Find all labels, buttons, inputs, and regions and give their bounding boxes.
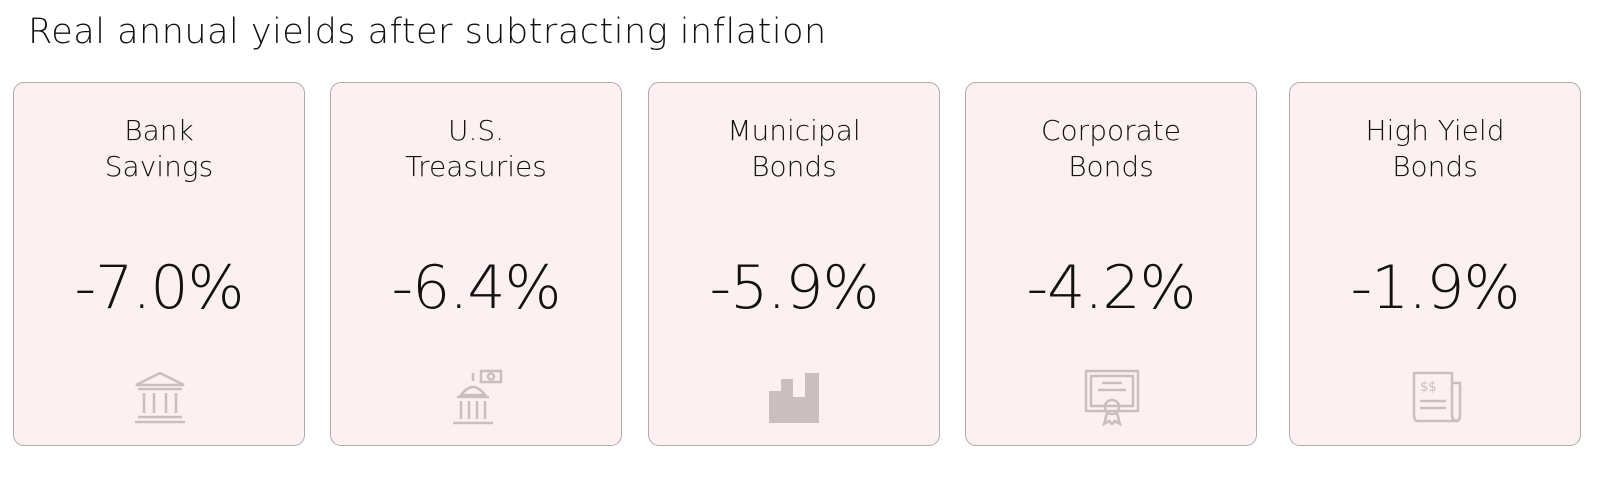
card-value: -1.9% bbox=[1350, 253, 1520, 323]
yield-card: U.S. Treasuries -6.4% bbox=[330, 82, 622, 446]
yield-card: High Yield Bonds -1.9% $$ bbox=[1289, 82, 1581, 446]
card-value: -7.0% bbox=[74, 253, 244, 323]
label-line: Municipal bbox=[727, 114, 861, 147]
label-line: Bonds bbox=[1068, 150, 1154, 183]
label-line: Bonds bbox=[1392, 150, 1478, 183]
card-label: Corporate Bonds bbox=[966, 113, 1256, 185]
label-line: Corporate bbox=[1041, 114, 1181, 147]
label-line: Bonds bbox=[751, 150, 837, 183]
capitol-icon bbox=[453, 369, 503, 425]
label-line: Treasuries bbox=[405, 150, 547, 183]
card-label: High Yield Bonds bbox=[1290, 113, 1580, 185]
card-value: -4.2% bbox=[1026, 253, 1196, 323]
yield-card: Bank Savings -7.0% bbox=[13, 82, 305, 446]
card-label: U.S. Treasuries bbox=[331, 113, 621, 185]
certificate-icon bbox=[1084, 369, 1140, 427]
bank-icon bbox=[135, 371, 185, 424]
city-icon bbox=[769, 373, 819, 423]
newspaper-icon: $$ bbox=[1412, 371, 1462, 423]
card-label: Municipal Bonds bbox=[649, 113, 939, 185]
card-label: Bank Savings bbox=[14, 113, 304, 185]
yield-card: Corporate Bonds -4.2% bbox=[965, 82, 1257, 446]
svg-text:$$: $$ bbox=[1420, 380, 1437, 395]
card-value: -6.4% bbox=[391, 253, 561, 323]
label-line: Bank bbox=[124, 114, 194, 147]
page-title: Real annual yields after subtracting inf… bbox=[28, 12, 827, 52]
label-line: U.S. bbox=[447, 114, 505, 147]
label-line: High Yield bbox=[1365, 114, 1505, 147]
label-line: Savings bbox=[104, 150, 214, 183]
card-value: -5.9% bbox=[709, 253, 879, 323]
yield-card: Municipal Bonds -5.9% bbox=[648, 82, 940, 446]
